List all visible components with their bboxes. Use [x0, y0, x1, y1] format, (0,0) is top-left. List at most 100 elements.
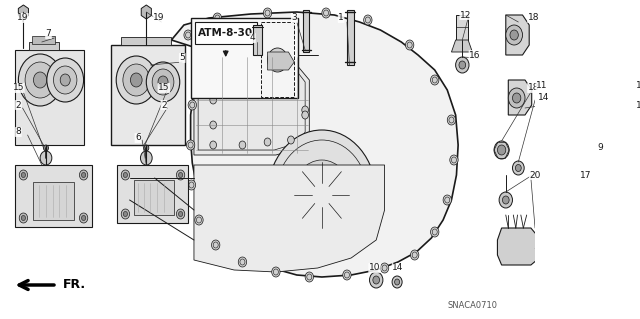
Bar [261, 22, 294, 97]
Circle shape [177, 170, 185, 180]
Text: 2: 2 [161, 100, 166, 109]
Text: 10: 10 [369, 263, 380, 272]
Circle shape [47, 58, 84, 102]
Circle shape [305, 272, 314, 282]
Circle shape [268, 48, 287, 72]
Text: 4: 4 [250, 33, 255, 42]
Circle shape [210, 121, 216, 129]
Circle shape [81, 173, 86, 177]
Circle shape [195, 67, 203, 77]
Circle shape [499, 192, 513, 208]
Circle shape [81, 216, 86, 220]
Text: 8: 8 [15, 128, 21, 137]
Circle shape [410, 250, 419, 260]
Circle shape [450, 155, 458, 165]
Circle shape [263, 8, 272, 18]
Circle shape [502, 196, 509, 204]
Circle shape [380, 263, 388, 273]
Circle shape [44, 145, 49, 151]
Bar [303, 10, 309, 52]
Circle shape [289, 74, 296, 82]
Polygon shape [141, 5, 152, 19]
Circle shape [21, 173, 26, 177]
Text: 19: 19 [17, 13, 28, 23]
Text: 16: 16 [469, 50, 481, 60]
Circle shape [238, 257, 246, 267]
Circle shape [79, 170, 88, 180]
Text: 2: 2 [15, 100, 21, 109]
Circle shape [515, 165, 521, 172]
Polygon shape [506, 15, 529, 55]
Circle shape [79, 213, 88, 223]
Circle shape [188, 100, 196, 110]
Circle shape [364, 15, 372, 25]
Bar [253, 25, 262, 55]
Circle shape [548, 208, 568, 232]
Circle shape [195, 215, 203, 225]
Circle shape [184, 30, 192, 40]
Circle shape [239, 71, 246, 79]
Bar [347, 10, 354, 65]
Circle shape [287, 136, 294, 144]
Circle shape [443, 195, 451, 205]
Text: 14: 14 [538, 93, 549, 102]
Circle shape [506, 25, 522, 45]
Circle shape [264, 138, 271, 146]
Bar [15, 50, 84, 145]
Text: 18: 18 [527, 13, 539, 23]
Polygon shape [19, 5, 28, 19]
Circle shape [292, 160, 351, 230]
Circle shape [19, 213, 28, 223]
Bar [117, 165, 188, 223]
Circle shape [456, 57, 469, 73]
Text: 13: 13 [636, 80, 640, 90]
Circle shape [116, 56, 156, 104]
Circle shape [406, 40, 414, 50]
Circle shape [123, 64, 150, 96]
Circle shape [508, 88, 525, 108]
Circle shape [54, 66, 77, 94]
Polygon shape [172, 12, 458, 277]
Circle shape [494, 141, 509, 159]
Circle shape [497, 145, 506, 155]
Circle shape [395, 279, 399, 285]
Text: 18: 18 [527, 84, 539, 93]
Circle shape [447, 115, 456, 125]
Text: FR.: FR. [63, 278, 86, 292]
Circle shape [19, 54, 62, 106]
Text: 9: 9 [597, 144, 603, 152]
Circle shape [147, 62, 180, 102]
Circle shape [210, 96, 216, 104]
Circle shape [317, 189, 327, 201]
Text: 7: 7 [45, 29, 51, 39]
Bar [111, 45, 185, 145]
Circle shape [124, 173, 127, 177]
Polygon shape [194, 55, 309, 155]
Circle shape [179, 173, 182, 177]
Circle shape [392, 276, 402, 288]
Circle shape [121, 209, 129, 219]
Circle shape [272, 267, 280, 277]
Circle shape [186, 140, 195, 150]
Circle shape [179, 211, 182, 217]
Circle shape [140, 151, 152, 165]
Polygon shape [121, 37, 172, 45]
Circle shape [322, 8, 330, 18]
Circle shape [459, 61, 466, 69]
Circle shape [369, 272, 383, 288]
Bar [191, 18, 298, 98]
Bar [15, 165, 92, 227]
Text: 5: 5 [179, 54, 185, 63]
Text: 15: 15 [158, 84, 170, 93]
Circle shape [302, 106, 308, 114]
Text: 16: 16 [636, 100, 640, 109]
Circle shape [431, 75, 439, 85]
Polygon shape [268, 52, 294, 70]
Circle shape [513, 93, 521, 103]
Text: 3: 3 [291, 13, 297, 23]
Circle shape [131, 73, 142, 87]
Polygon shape [456, 15, 468, 40]
Polygon shape [451, 40, 472, 52]
Circle shape [25, 62, 55, 98]
Text: 19: 19 [153, 13, 164, 23]
